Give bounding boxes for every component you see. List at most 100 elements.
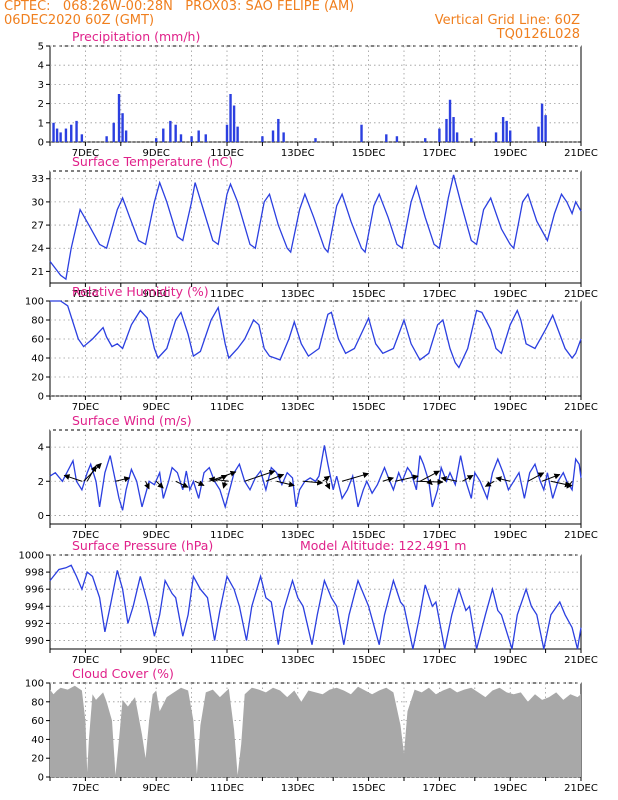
precip-bar (190, 136, 193, 142)
wind-arrow (440, 476, 458, 482)
wind-ytick-label: 0 (38, 511, 44, 522)
wind-arrow (324, 481, 331, 490)
precip-bar (271, 130, 275, 142)
precip-bar (395, 136, 399, 142)
precip-bar (424, 138, 427, 142)
precip-bar (70, 124, 73, 142)
temp-ytick-label: 30 (31, 197, 44, 208)
wind-arrow (495, 476, 511, 483)
rh-title: Relative Humidity (%) (72, 284, 209, 299)
wind-line (49, 445, 582, 511)
temp-xtick-label: 15DEC (352, 289, 386, 300)
precip-ytick-label: 4 (38, 61, 44, 72)
wind-arrow (208, 476, 229, 483)
precip-ytick-label: 2 (38, 99, 44, 110)
precip-ytick-label: 3 (38, 80, 44, 91)
wind-arrow (214, 474, 228, 482)
precip-xtick-label: 7DEC (72, 148, 99, 159)
wind-ytick-label: 2 (38, 477, 44, 488)
header-station: CPTEC: 068:26W-00:28N PROX03: SAO FELIPE… (4, 0, 355, 14)
cloud-xtick-label: 17DEC (423, 783, 457, 794)
wind-xtick-label: 13DEC (281, 530, 315, 541)
cloud-xtick-label: 7DEC (72, 783, 99, 794)
precip-title: Precipitation (mm/h) (72, 29, 200, 44)
pres-annotation: Model Altitude: 122.491 m (300, 538, 466, 553)
wind-arrow (541, 473, 561, 482)
cloud-ytick-label: 0 (38, 773, 44, 784)
cloud-ytick-label: 80 (31, 697, 44, 708)
precip-bar (501, 117, 505, 142)
precip-bar (124, 130, 128, 142)
precip-ytick-label: 5 (38, 42, 44, 53)
cloud-xtick-label: 13DEC (281, 783, 315, 794)
wind-xtick-label: 21DEC (564, 530, 598, 541)
precip-bar (360, 124, 363, 142)
cloud-xtick-label: 19DEC (493, 783, 527, 794)
wind-arrow (276, 480, 295, 488)
precip-bar (105, 136, 108, 142)
precip-bar (236, 126, 239, 142)
precip-bar (455, 132, 459, 142)
wind-xtick-label: 15DEC (352, 530, 386, 541)
precip-bar (225, 124, 229, 142)
rh-xtick-label: 13DEC (281, 402, 315, 413)
precip-bar (155, 138, 158, 142)
cloud-area (50, 685, 581, 777)
rh-ytick-label: 20 (31, 373, 44, 384)
pres-xtick-label: 19DEC (493, 655, 527, 666)
rh-ytick-label: 100 (25, 297, 44, 308)
precip-xtick-label: 13DEC (281, 148, 315, 159)
precip-bar (470, 138, 473, 142)
cloud-ytick-label: 60 (31, 716, 44, 727)
wind-arrow (382, 476, 394, 483)
wind-xtick-label: 11DEC (210, 530, 244, 541)
precip-bar (121, 113, 124, 142)
precip-bar (229, 94, 232, 142)
header-code: TQ0126L028 (496, 27, 580, 42)
cloud-xtick-label: 9DEC (143, 783, 170, 794)
temp-xtick-label: 11DEC (210, 289, 244, 300)
precip-bar (75, 120, 78, 142)
precip-bar (537, 126, 540, 142)
precip-bar (55, 128, 59, 142)
rh-ytick-label: 80 (31, 316, 44, 327)
precip-bar (112, 122, 115, 142)
pres-xtick-label: 9DEC (143, 655, 170, 666)
precip-xtick-label: 17DEC (423, 148, 457, 159)
rh-xtick-label: 21DEC (564, 402, 598, 413)
wind-arrow (566, 480, 573, 489)
wind-arrow (194, 480, 205, 486)
temp-xtick-label: 17DEC (423, 289, 457, 300)
precip-bar (385, 134, 388, 142)
temp-ytick-label: 33 (31, 174, 44, 185)
wind-arrow (395, 474, 419, 482)
rh-ytick-label: 0 (38, 392, 44, 403)
pres-line (49, 564, 582, 650)
precip-xtick-label: 15DEC (352, 148, 386, 159)
precip-bar (452, 117, 455, 142)
precip-bar (282, 132, 285, 142)
pres-ytick-label: 994 (25, 602, 44, 613)
precip-bar (204, 134, 207, 142)
precip-bar (438, 128, 441, 142)
precip-bar (117, 94, 121, 142)
wind-xtick-label: 19DEC (493, 530, 527, 541)
precip-xtick-label: 19DEC (493, 148, 527, 159)
rh-xtick-label: 15DEC (352, 402, 386, 413)
temp-title: Surface Temperature (nC) (72, 154, 233, 169)
precip-bar (232, 105, 236, 142)
cloud-title: Cloud Cover (%) (72, 666, 174, 681)
pres-xtick-label: 15DEC (352, 655, 386, 666)
cloud-xtick-label: 11DEC (210, 783, 244, 794)
cloud-xtick-label: 21DEC (564, 783, 598, 794)
precip-bar (162, 128, 165, 142)
rh-xtick-label: 11DEC (210, 402, 244, 413)
rh-line (50, 300, 582, 369)
pres-ytick-label: 990 (25, 636, 44, 647)
precip-bar (80, 134, 84, 142)
cloud-xtick-label: 15DEC (352, 783, 386, 794)
precip-bar (277, 118, 280, 142)
pres-xtick-label: 17DEC (423, 655, 457, 666)
wind-arrow (462, 474, 474, 482)
